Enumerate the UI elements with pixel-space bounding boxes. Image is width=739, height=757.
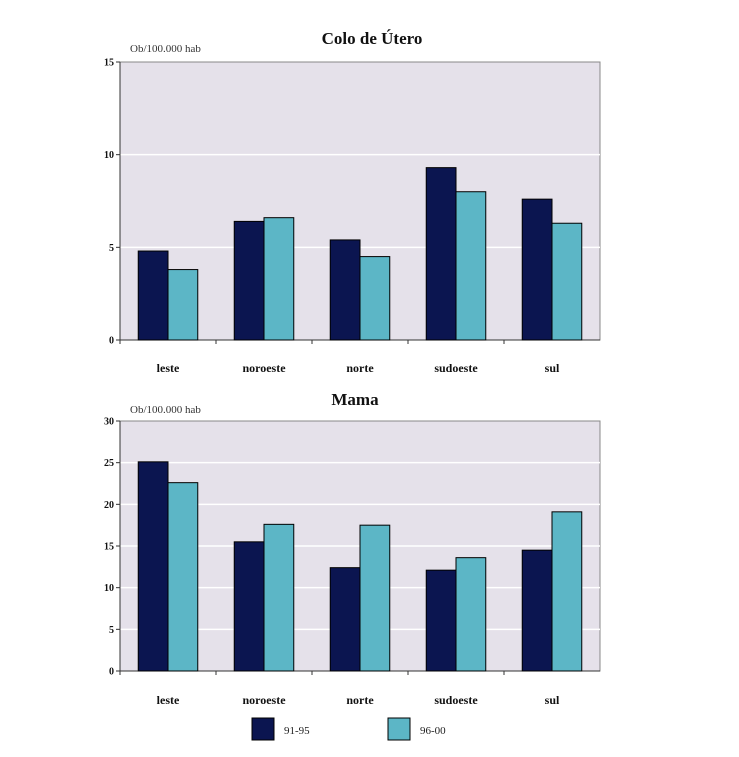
chart-colo-de-utero: Colo de Útero Ob/100.000 hab 0 5 10 15 leste… (104, 29, 601, 375)
y-tick-label: 30 (104, 417, 114, 428)
y-tick-label: 0 (109, 667, 114, 678)
legend: 91-95 96-00 (251, 717, 446, 741)
y-tick-label: 5 (109, 625, 114, 636)
bar-91-95-sul (521, 198, 553, 341)
category-label: sul (545, 361, 560, 375)
category-label: noroeste (242, 361, 286, 375)
bar-91-95-norte (329, 239, 361, 341)
bar-96-00-leste (167, 482, 199, 672)
category-label: leste (157, 693, 180, 707)
bar-91-95-leste (137, 250, 169, 341)
y-tick-label: 0 (109, 336, 114, 347)
category-label: leste (157, 361, 180, 375)
category-label: sudoeste (434, 361, 478, 375)
chart-title: Colo de Útero (322, 29, 423, 48)
bar-91-95-noroeste (233, 220, 265, 341)
bar-91-95-sul (521, 549, 553, 672)
bar-91-95-sudoeste (425, 569, 457, 672)
y-tick-label: 10 (104, 583, 114, 594)
bar-96-00-leste (167, 269, 199, 341)
bar-91-95-norte (329, 567, 361, 672)
y-tick-label: 15 (104, 58, 114, 69)
bar-91-95-noroeste (233, 541, 265, 672)
category-label: norte (346, 693, 374, 707)
y-tick-label: 25 (104, 458, 114, 469)
y-tick-label: 5 (109, 243, 114, 254)
bar-91-95-leste (137, 461, 169, 672)
chart-mama: Mama Ob/100.000 hab 0 5 10 15 20 25 30 leste nor… (104, 390, 601, 707)
bar-96-00-sul (551, 511, 583, 672)
legend-label: 96-00 (420, 725, 446, 737)
bar-96-00-sudoeste (455, 191, 487, 341)
chart-title: Mama (331, 390, 379, 409)
bar-96-00-sudoeste (455, 557, 487, 672)
bar-91-95-sudoeste (425, 167, 457, 341)
bar-96-00-norte (359, 524, 391, 672)
category-label: norte (346, 361, 374, 375)
category-label: noroeste (242, 693, 286, 707)
legend-swatch-91-95 (251, 717, 275, 741)
legend-swatch-96-00 (387, 717, 411, 741)
y-tick-label: 10 (104, 150, 114, 161)
y-tick-label: 20 (104, 500, 114, 511)
legend-label: 91-95 (284, 725, 310, 737)
bar-96-00-noroeste (263, 217, 295, 341)
bar-96-00-sul (551, 222, 583, 341)
unit-label: Ob/100.000 hab (130, 43, 201, 55)
bar-96-00-noroeste (263, 523, 295, 672)
bar-96-00-norte (359, 256, 391, 341)
unit-label: Ob/100.000 hab (130, 404, 201, 416)
category-label: sul (545, 693, 560, 707)
y-tick-label: 15 (104, 542, 114, 553)
category-label: sudoeste (434, 693, 478, 707)
